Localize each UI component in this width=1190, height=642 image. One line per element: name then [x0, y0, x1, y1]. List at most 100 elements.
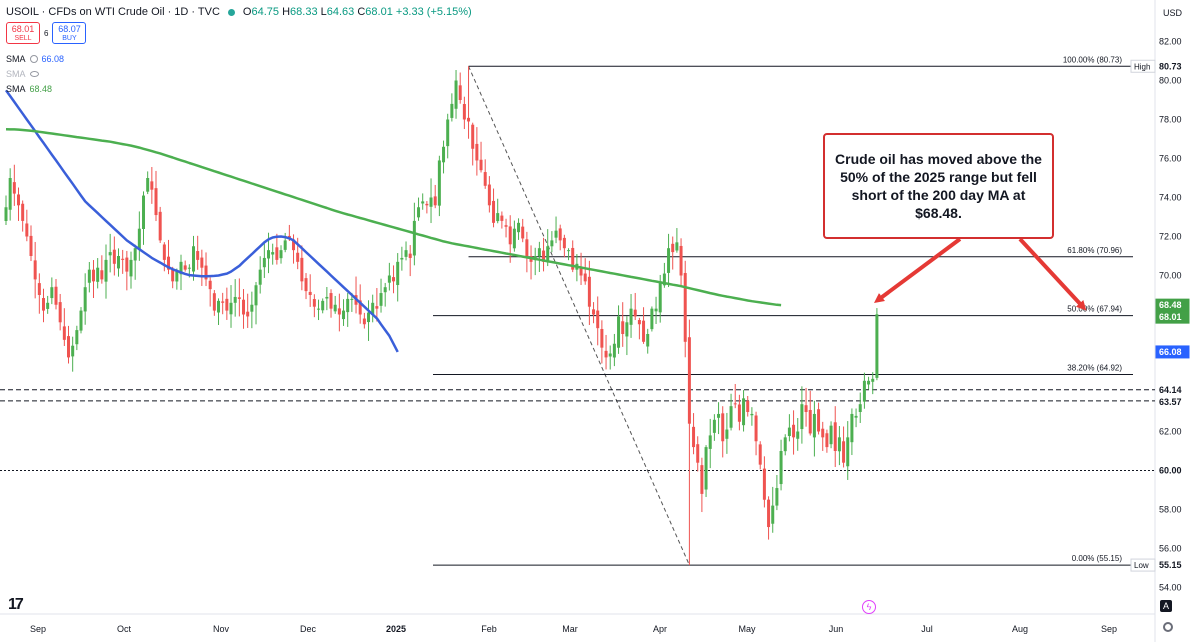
chart-settings-gear-icon[interactable] [1163, 622, 1173, 632]
price-label-text: 66.08 [1159, 347, 1182, 357]
candle-body [112, 249, 116, 264]
price-label-bg [1155, 558, 1190, 572]
candle-body [842, 441, 846, 463]
candle-body [262, 257, 266, 268]
candle-body [417, 207, 421, 218]
candle-body [750, 413, 754, 416]
candle-body [121, 258, 125, 260]
candle-body [587, 276, 591, 307]
candle-body [162, 244, 166, 260]
price-axis-label: 68.48 [1155, 298, 1190, 312]
candle-body [342, 310, 346, 320]
candle-body [583, 273, 587, 282]
buy-button[interactable]: 68.07 BUY [52, 22, 87, 44]
price-label-bg [1155, 59, 1190, 73]
candle-body [171, 269, 175, 282]
candle-body [208, 280, 212, 290]
candle-body [37, 283, 41, 295]
sell-button[interactable]: 68.01 SELL [6, 22, 40, 44]
time-tick-label: May [738, 624, 756, 634]
time-tick-label: Oct [117, 624, 132, 634]
arrow-to-200-sma [873, 237, 962, 303]
candle-body [267, 250, 271, 259]
lightning-icon[interactable]: ϟ [862, 600, 876, 614]
sma-200-line [5, 128, 782, 307]
candle-body [721, 413, 725, 442]
candle-body [792, 424, 796, 438]
candle-body [387, 275, 391, 283]
candle-body [250, 304, 254, 312]
price-tag-text: Low [1134, 561, 1149, 570]
time-tick-label: Dec [300, 624, 317, 634]
time-tick-label: Jun [829, 624, 844, 634]
eye-off-icon[interactable] [29, 71, 39, 77]
candle-body [321, 300, 325, 311]
candle-body [317, 308, 321, 310]
candle-body [779, 451, 783, 485]
candle-body [787, 427, 791, 437]
time-tick-label: Sep [1101, 624, 1117, 634]
candle-body [521, 226, 525, 239]
candle-body [837, 437, 841, 452]
candle-body [79, 310, 83, 331]
candle-body [612, 343, 616, 358]
candle-body [592, 309, 596, 315]
gear-icon[interactable] [29, 55, 38, 63]
candle-body [87, 269, 91, 283]
price-tag-bg [1130, 558, 1156, 572]
candle-body [700, 465, 704, 494]
candle-body [704, 447, 708, 490]
candle-body [637, 320, 641, 325]
candle-body [312, 299, 316, 307]
candle-body [233, 296, 237, 303]
candle-body [300, 257, 304, 282]
candle-body [496, 213, 500, 222]
indicator-sma-200[interactable]: SMA 68.48 [6, 84, 53, 94]
candle-body [483, 172, 487, 186]
time-tick-label: 2025 [386, 624, 406, 634]
candle-body [675, 242, 679, 251]
candle-body [104, 259, 108, 282]
candle-body [862, 380, 866, 402]
candle-body [83, 287, 87, 312]
indicator-sma-hidden[interactable]: SMA [6, 69, 39, 79]
candle-body [462, 104, 466, 120]
price-label-bg [1155, 464, 1190, 477]
indicator-sma-50[interactable]: SMA 66.08 [6, 54, 65, 64]
candle-body [371, 302, 375, 315]
candle-body [367, 312, 371, 323]
price-axis-label: 80.73 High [1130, 59, 1190, 73]
candle-body [550, 240, 554, 247]
price-tick-label: 76.00 [1159, 154, 1182, 164]
chart-header: USOIL · CFDs on WTI Crude Oil · 1D · TVC… [6, 6, 472, 18]
candle-body [283, 240, 287, 250]
candle-body [596, 310, 600, 329]
candle-body [742, 398, 746, 426]
candle-body [717, 413, 721, 418]
candle-body [858, 404, 862, 412]
price-tick-label: 62.00 [1159, 427, 1182, 437]
ohlc-readout: O64.75 H68.33 L64.63 C68.01 +3.33 (+5.15… [242, 6, 472, 18]
fib-level-label: 38.20% (64.92) [1067, 364, 1122, 373]
currency-label[interactable]: USD [1162, 8, 1182, 18]
tradingview-logo-icon[interactable]: 17 [8, 596, 24, 613]
candle-body [383, 287, 387, 293]
price-tick-label: 54.00 [1159, 583, 1182, 593]
candle-body [712, 419, 716, 433]
candle-body [200, 257, 204, 268]
price-label-text: 64.14 [1159, 385, 1182, 395]
trade-buttons: 68.01 SELL 6 68.07 BUY [6, 22, 87, 44]
candle-body [175, 271, 179, 282]
candle-body [296, 252, 300, 262]
annotation-arrows [873, 237, 1087, 311]
auto-scale-button[interactable]: A [1160, 600, 1172, 612]
candle-body [221, 301, 225, 303]
fib-level-label: 100.00% (80.73) [1063, 55, 1122, 64]
candle-body [192, 246, 196, 272]
symbol-title[interactable]: USOIL · CFDs on WTI Crude Oil · 1D · TVC [6, 6, 220, 18]
fib-level-label: 61.80% (70.96) [1067, 246, 1122, 255]
candle-body [687, 337, 691, 424]
candle-body [17, 194, 21, 206]
candle-body [212, 293, 216, 311]
